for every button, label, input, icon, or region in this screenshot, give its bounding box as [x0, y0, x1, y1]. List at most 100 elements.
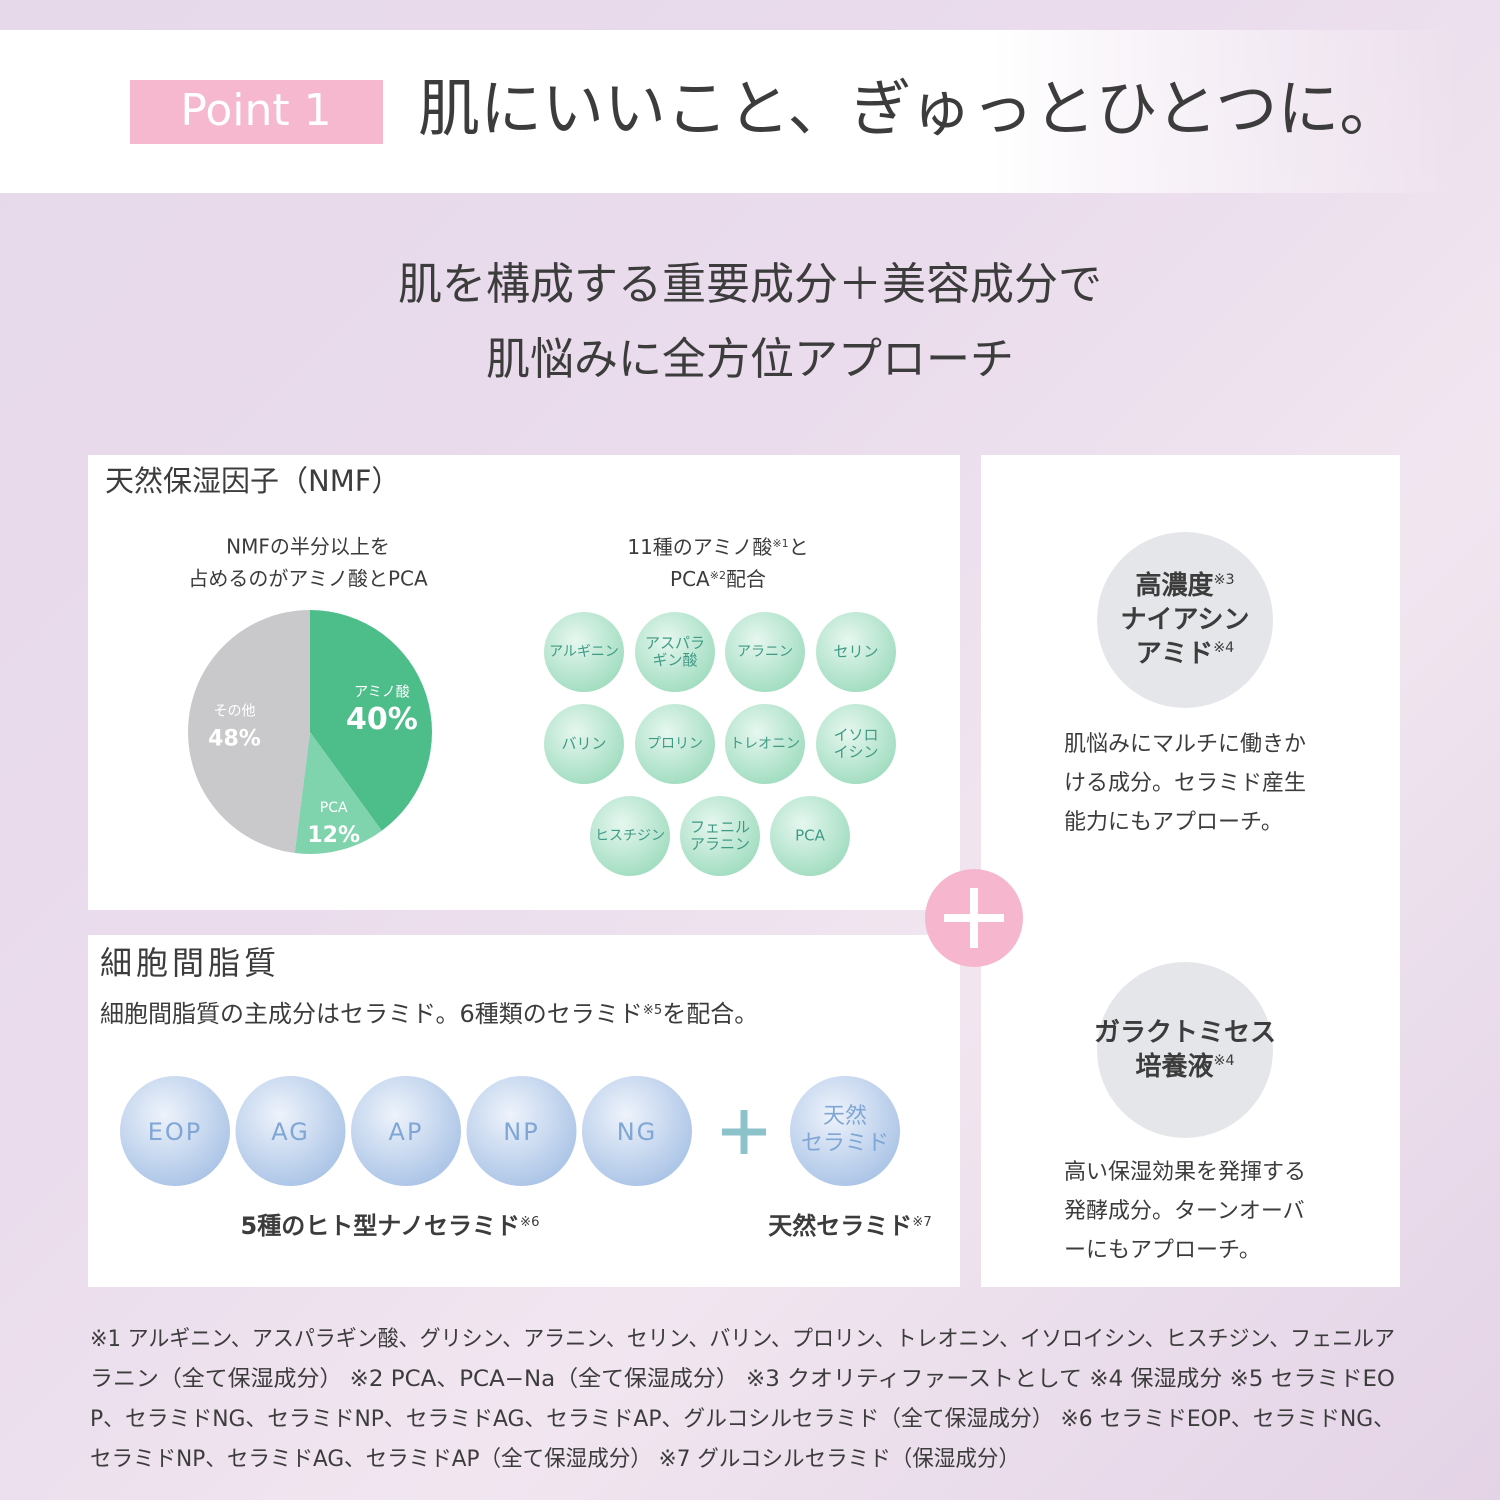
ceramide-name: NP [503, 1118, 539, 1146]
footnote-ref: ※7 [912, 1215, 931, 1230]
ceramide-name: AP [389, 1118, 424, 1146]
footnote-ref: ※3 [1213, 572, 1234, 588]
description: ーにもアプローチ。 [1064, 1238, 1261, 1263]
amino-bubble [725, 612, 805, 692]
text-line: 培養液※4 [1135, 1052, 1234, 1082]
amino-name: ギン酸 [652, 651, 697, 669]
description: 能力にもアプローチ。 [1064, 810, 1283, 835]
pie-slice [310, 610, 432, 831]
amino-name: アルギニン [549, 644, 619, 660]
ceramide-bubble [790, 1076, 900, 1186]
amino-bubble [680, 796, 760, 876]
amino-name: イシン [833, 743, 878, 761]
amino-bubble [725, 704, 805, 784]
slice-label: アミノ酸 [354, 685, 410, 701]
plus-icon [944, 888, 1004, 948]
text-line: 細胞間脂質の主成分はセラミド。6種類のセラミド※5を配合。 [100, 1000, 758, 1028]
text-line: ナイアシン [1121, 605, 1250, 635]
text-part: を配合。 [662, 1000, 758, 1028]
ceramide-name: EOP [148, 1118, 203, 1146]
ceramide-bubble [582, 1076, 692, 1186]
pie-slice [294, 732, 382, 854]
plus-icon [722, 1110, 766, 1154]
text-part: 5種のヒト型ナノセラミド [241, 1212, 521, 1240]
text-part: ガラクトミセス [1094, 1018, 1276, 1048]
text-line: ガラクトミセス [1094, 1018, 1276, 1048]
amino-bubble [770, 796, 850, 876]
footnote-ref: ※2 [710, 569, 726, 582]
text-line: 高濃度※3 [1135, 570, 1234, 601]
text-part: PCA [670, 567, 710, 591]
footnote-ref: ※1 [772, 537, 788, 550]
footnote-ref: ※4 [1213, 1053, 1234, 1069]
amino-name: ヒスチジン [595, 828, 665, 844]
text-part: 配合 [726, 567, 766, 591]
amino-bubble [635, 612, 715, 692]
amino-name: PCA [795, 827, 826, 845]
ceramide-bubble [351, 1076, 461, 1186]
ceramide-name: 天然 [823, 1104, 867, 1129]
amino-bubble [544, 612, 624, 692]
slice-label: その他 [214, 703, 256, 719]
footnote: セラミドNP、セラミドAG、セラミドAP（全て保湿成分） ※7 グルコシルセラミ… [90, 1447, 1020, 1472]
footnote-ref: ※6 [520, 1215, 539, 1230]
text-part: ナイアシン [1121, 605, 1250, 635]
text-line: 11種のアミノ酸※1と [627, 535, 808, 559]
slice-label: PCA [320, 800, 348, 816]
text-part: 細胞間脂質の主成分はセラミド。6種類のセラミド [100, 1000, 643, 1028]
text-part: 培養液 [1135, 1052, 1213, 1082]
text-line: PCA※2配合 [670, 567, 766, 591]
text-part: と [789, 535, 809, 559]
text-part: 高濃度 [1135, 570, 1213, 601]
footnote: P、セラミドNG、セラミドNP、セラミドAG、セラミドAP、グルコシルセラミド（… [90, 1407, 1395, 1432]
headline: 肌悩みに全方位アプローチ [486, 334, 1014, 385]
amino-bubble [590, 796, 670, 876]
amino-name: アラニン [737, 644, 793, 660]
text-part: 天然セラミド [768, 1212, 912, 1240]
ceramide-bubble [466, 1076, 577, 1186]
ceramide-name: セラミド [801, 1131, 889, 1156]
ceramide-name: AG [271, 1118, 310, 1146]
badge-text: Point 1 [180, 85, 331, 136]
section-title: 天然保湿因子（NMF） [105, 464, 400, 498]
text-part: アミド [1136, 639, 1213, 669]
pie-slice [188, 610, 310, 854]
ceramide-bubble [120, 1076, 230, 1186]
description: ける成分。セラミド産生 [1064, 771, 1306, 796]
text-line: 天然セラミド※7 [768, 1212, 931, 1240]
ceramide-bubble [235, 1076, 346, 1186]
footnote-ref: ※4 [1213, 640, 1234, 656]
footnote: ラニン（全て保湿成分） ※2 PCA、PCA−Na（全て保湿成分） ※3 クオリ… [90, 1367, 1395, 1392]
slice-value: 12% [307, 823, 360, 848]
ingredient-circle [1097, 532, 1273, 708]
caption: 占めるのがアミノ酸とPCA [188, 567, 428, 591]
description: 肌悩みにマルチに働きか [1064, 732, 1306, 757]
caption: NMFの半分以上を [226, 535, 390, 559]
footnote: ※1 アルギニン、アスパラギン酸、グリシン、アラニン、セリン、バリン、プロリン、… [90, 1327, 1395, 1352]
footnote-ref: ※5 [643, 1003, 662, 1018]
amino-name: イソロ [833, 726, 878, 744]
amino-name: フェニル [690, 818, 750, 836]
amino-name: プロリン [647, 736, 703, 752]
amino-name: トレオニン [730, 736, 800, 752]
amino-bubble [816, 704, 896, 784]
ingredient-circle [1097, 962, 1273, 1138]
amino-name: アラニン [690, 835, 750, 853]
ceramide-name: NG [617, 1118, 658, 1146]
section-title: 細胞間脂質 [100, 944, 280, 982]
headline: 肌を構成する重要成分＋美容成分で [398, 259, 1102, 310]
amino-bubble [544, 704, 624, 784]
text-part: 11種のアミノ酸 [627, 535, 772, 559]
amino-bubble [816, 612, 896, 692]
amino-name: セリン [833, 643, 878, 661]
amino-bubble [635, 704, 715, 784]
slice-value: 48% [208, 726, 261, 751]
amino-name: バリン [561, 735, 606, 753]
amino-name: アスパラ [645, 634, 705, 652]
text-line: 5種のヒト型ナノセラミド※6 [241, 1212, 540, 1240]
text-line: アミド※4 [1136, 639, 1235, 669]
badge [130, 80, 383, 144]
description: 高い保湿効果を発揮する [1064, 1160, 1306, 1185]
header-title: 肌にいいこと、ぎゅっとひとつに。 [418, 72, 1401, 145]
